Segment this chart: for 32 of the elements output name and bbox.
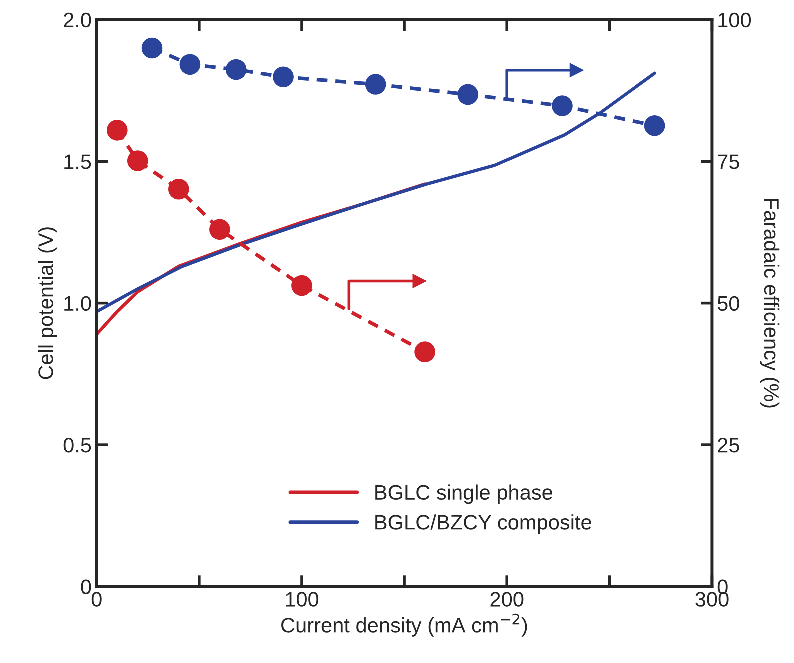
point [180,54,201,76]
legend-label: BGLC/BZCY composite [376,514,592,534]
point [292,275,312,296]
point [142,38,163,59]
y2-tick-label: 100 [718,12,752,28]
y-tick-label: 2.0 [64,12,92,28]
y2-tick-label: 75 [718,154,740,170]
legend-label: BGLC single phase [376,484,552,504]
y2-tick-label: 25 [718,438,740,453]
point [644,115,666,136]
point [414,342,436,362]
point [106,120,128,141]
y-tick-label: 0.5 [64,438,92,453]
point [365,74,386,95]
x-tick-label: 100 [286,592,319,607]
y2-tick-label: 50 [718,296,740,312]
point [210,219,230,240]
point [127,150,148,172]
x-tick-label: 300 [696,592,729,607]
x-tick-label: 200 [490,592,524,607]
point [226,59,247,80]
x-axis-title: Current density (mA cm$^{−2}$) [282,614,528,637]
y-axis-title: Cell potential (V) [38,228,58,380]
y-tick-label: 1.0 [64,296,92,312]
y-tick-label: 0 [81,580,92,595]
y2-axis-title: Faradaic efficiency (%) [760,199,780,408]
point [458,84,479,106]
point [273,66,294,88]
y-tick-label: 1.5 [64,154,92,170]
x-tick-label: 0 [92,592,102,607]
point [168,178,190,200]
point [552,96,573,116]
